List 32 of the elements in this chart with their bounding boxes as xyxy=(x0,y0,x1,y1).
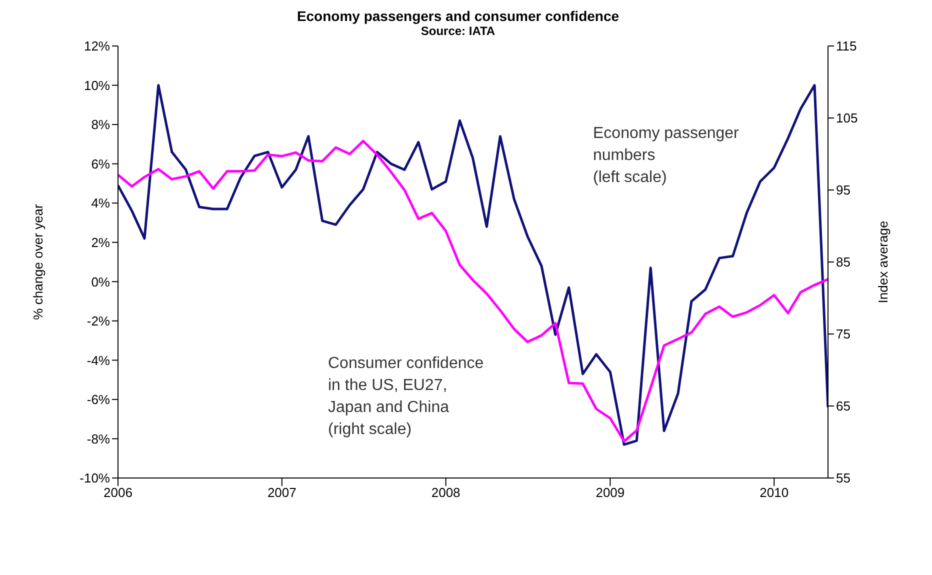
y2-tick-label: 95 xyxy=(836,182,850,198)
x-tick-label: 2009 xyxy=(596,485,625,500)
y-tick-label: 2% xyxy=(91,234,110,250)
chart-title: Economy passengers and consumer confidence xyxy=(296,8,620,24)
y2-tick-label: 75 xyxy=(836,326,850,342)
chart-subtitle: Source: IATA xyxy=(420,24,496,38)
y2-tick-label: 105 xyxy=(836,110,858,126)
x-tick-label: 2007 xyxy=(267,485,296,500)
series-label: Economy passenger numbers (left scale) xyxy=(593,124,739,188)
y-tick-label: 6% xyxy=(91,156,110,172)
y2-tick-label: 65 xyxy=(836,398,850,414)
y-tick-label: 12% xyxy=(84,38,110,54)
x-tick-label: 2006 xyxy=(104,485,132,500)
y2-axis-title: Index average xyxy=(876,220,891,304)
y2-tick-label: 55 xyxy=(836,470,850,486)
y-tick-label: -6% xyxy=(86,392,110,408)
y-tick-label: 8% xyxy=(91,117,110,132)
y-tick-label: -2% xyxy=(86,314,110,329)
y-axis-title: % change over year xyxy=(30,204,46,320)
y-tick-label: -8% xyxy=(86,431,110,446)
line-series xyxy=(118,140,828,443)
y-tick-label: 4% xyxy=(91,196,110,211)
y-tick-label: 10% xyxy=(84,78,110,93)
y-tick-label: -4% xyxy=(86,352,110,368)
x-tick-label: 2010 xyxy=(760,485,789,500)
text: Consumer confidence in the US, EU27, Japan and China (right scale) xyxy=(328,354,484,440)
y2-tick-label: 85 xyxy=(836,254,850,270)
y2-tick-label: 115 xyxy=(836,38,857,54)
y-tick-label: 0% xyxy=(91,274,110,290)
y-tick-label: -10% xyxy=(80,470,110,486)
x-tick-label: 2008 xyxy=(431,485,460,500)
line-series xyxy=(118,84,828,446)
